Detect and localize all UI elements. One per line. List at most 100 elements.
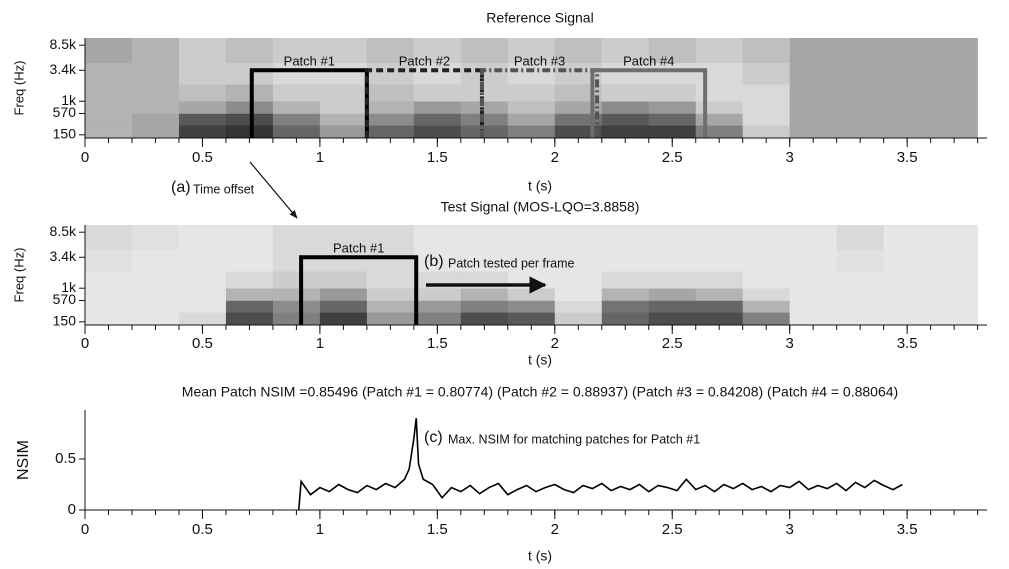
x-tick-label: 3	[786, 521, 794, 538]
patch-label: Patch #3	[514, 54, 565, 69]
spectrogram-cell	[131, 125, 180, 139]
spectrogram-cell	[460, 62, 509, 85]
spectrogram-cell	[789, 249, 837, 272]
spectrogram-cell	[507, 84, 556, 102]
spectrogram-cell	[85, 125, 133, 139]
spectrogram-cell	[131, 62, 180, 85]
spectrogram-cell	[319, 300, 368, 313]
spectrogram-cell	[930, 62, 978, 85]
x-tick-label: 3.5	[897, 335, 918, 352]
spectrogram-cell	[131, 288, 180, 301]
spectrogram-cell	[178, 271, 227, 289]
spectrogram-cell	[366, 113, 415, 126]
x-tick-label: 2	[551, 521, 559, 538]
spectrogram-cell	[460, 101, 509, 114]
spectrogram-cell	[413, 101, 462, 114]
x-axis-label: t (s)	[528, 352, 552, 368]
spectrogram-cell	[366, 249, 415, 272]
spectrogram-cell	[554, 38, 603, 64]
spectrogram-cell	[366, 62, 415, 85]
spectrogram-cell	[178, 249, 227, 272]
spectrogram-cell	[554, 113, 603, 126]
y-tick-label: 150	[53, 313, 77, 329]
spectrogram-cell	[272, 225, 321, 251]
y-tick-label: 150	[53, 126, 77, 142]
spectrogram-cell	[836, 271, 884, 289]
x-axis-label: t (s)	[528, 178, 552, 194]
spectrogram-cell	[272, 288, 321, 301]
spectrogram-cell	[789, 101, 837, 114]
spectrogram-cell	[742, 101, 790, 114]
spectrogram-cell	[131, 84, 180, 102]
spectrogram-cell	[366, 312, 415, 326]
spectrogram-cell	[554, 125, 603, 139]
x-tick-label: 2	[551, 335, 559, 352]
spectrogram-cell	[601, 38, 650, 64]
annotation-tag: (c)	[424, 429, 443, 446]
spectrogram-cell	[319, 225, 368, 251]
spectrogram-cell	[648, 225, 697, 251]
spectrogram-cell	[413, 38, 462, 64]
x-tick-label: 1.5	[427, 521, 448, 538]
y-axis-label: Freq (Hz)	[11, 61, 26, 116]
spectrogram-cell	[601, 84, 650, 102]
spectrogram-cell	[742, 38, 790, 64]
nsim-line	[297, 418, 903, 511]
x-tick-label: 3.5	[897, 521, 918, 538]
spectrogram-cell	[789, 38, 837, 64]
spectrogram-cell	[319, 249, 368, 272]
spectrogram-cell	[836, 62, 884, 85]
spectrogram-cell	[648, 288, 697, 301]
spectrogram-cell	[601, 101, 650, 114]
spectrogram-cell	[836, 113, 884, 126]
spectrogram-cell	[366, 225, 415, 251]
spectrogram-cell	[883, 125, 931, 139]
spectrogram-cell	[930, 38, 978, 64]
spectrogram-cell	[554, 62, 603, 85]
spectrogram-cell	[789, 271, 837, 289]
spectrogram-cell	[883, 271, 931, 289]
spectrogram-cell	[742, 300, 790, 313]
spectrogram-cell	[836, 38, 884, 64]
spectrogram-cell	[413, 113, 462, 126]
spectrogram-cell	[554, 271, 603, 289]
spectrogram-cell	[883, 312, 931, 326]
spectrogram-cell	[648, 113, 697, 126]
spectrogram-cell	[742, 113, 790, 126]
spectrogram-cell	[789, 84, 837, 102]
y-tick-label: 0.5	[55, 450, 76, 467]
spectrogram-cell	[601, 271, 650, 289]
x-tick-label: 2	[551, 149, 559, 166]
spectrogram-cell	[648, 249, 697, 272]
spectrogram-cell	[742, 62, 790, 85]
spectrogram-cell	[789, 225, 837, 251]
x-tick-label: 0.5	[192, 521, 213, 538]
spectrogram-cell	[695, 225, 744, 251]
spectrogram-cell	[319, 38, 368, 64]
chart-title: Test Signal (MOS-LQO=3.8858)	[441, 199, 640, 215]
spectrogram-cell	[85, 300, 133, 313]
spectrogram-cell	[648, 38, 697, 64]
spectrogram-cell	[272, 62, 321, 85]
spectrogram-cell	[225, 249, 274, 272]
spectrogram-cell	[225, 38, 274, 64]
spectrogram-cell	[883, 249, 931, 272]
spectrogram-cell	[554, 312, 603, 326]
spectrogram-cell	[413, 84, 462, 102]
spectrogram-cell	[272, 125, 321, 139]
spectrogram-cell	[507, 249, 556, 272]
spectrogram-cell	[507, 225, 556, 251]
spectrogram-cell	[883, 101, 931, 114]
y-tick-label: 1k	[61, 92, 77, 108]
spectrogram-cell	[460, 113, 509, 126]
spectrogram-cell	[85, 84, 133, 102]
x-axis-label: t (s)	[528, 548, 552, 564]
spectrogram-cell	[836, 225, 884, 251]
annotation-arrow	[249, 161, 298, 219]
spectrogram-cell	[836, 312, 884, 326]
spectrogram-cell	[225, 225, 274, 251]
spectrogram-cell	[507, 101, 556, 114]
spectrogram-cell	[460, 249, 509, 272]
y-tick-label: 8.5k	[50, 36, 77, 52]
